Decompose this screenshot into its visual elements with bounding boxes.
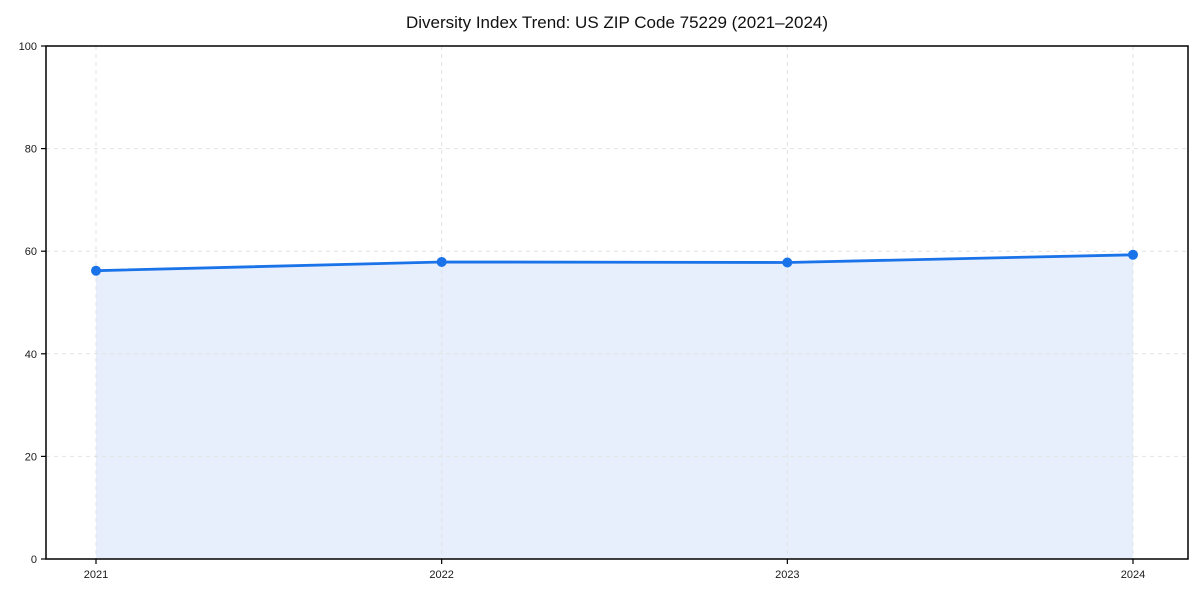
y-tick-label: 20: [25, 451, 37, 463]
chart-title: Diversity Index Trend: US ZIP Code 75229…: [405, 13, 829, 32]
data-point-marker: [782, 257, 793, 268]
plot-frame: [45, 45, 1189, 560]
x-tick-label: 2021: [84, 569, 108, 581]
data-point-marker: [436, 256, 447, 267]
x-tick-label: 2024: [1121, 569, 1145, 581]
y-tick-label: 40: [25, 349, 37, 361]
data-point-marker: [1128, 249, 1138, 260]
data-point-marker: [91, 265, 101, 276]
x-tick-label: 2022: [429, 569, 453, 581]
x-tick-label: 2023: [775, 569, 799, 581]
y-tick-label: 100: [19, 41, 37, 53]
y-tick-label: 80: [25, 144, 37, 156]
y-tick-label: 60: [25, 246, 37, 258]
y-tick-label: 0: [31, 554, 37, 566]
area-fill: [96, 254, 1133, 559]
trend-line: [94, 253, 1135, 273]
